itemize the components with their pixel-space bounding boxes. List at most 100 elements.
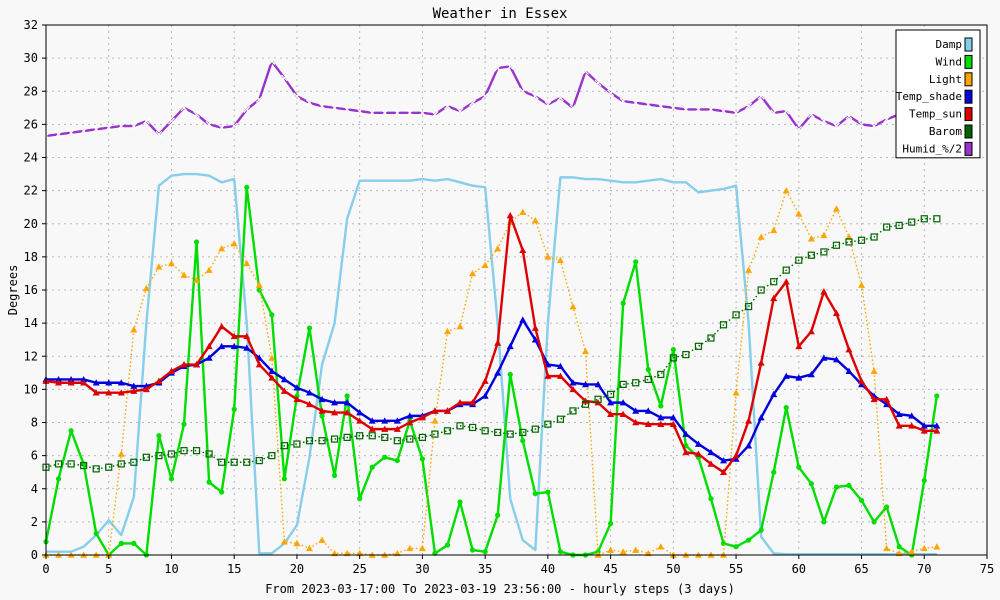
- data-point: [732, 311, 740, 319]
- data-point: [142, 117, 150, 125]
- x-tick-label: 20: [290, 562, 304, 576]
- data-point: [193, 276, 201, 283]
- data-point: [582, 67, 589, 75]
- data-point: [193, 361, 201, 368]
- data-point: [117, 389, 125, 396]
- data-point: [406, 109, 414, 117]
- data-point: [205, 342, 213, 350]
- data-point: [544, 253, 552, 260]
- data-point: [255, 96, 263, 103]
- data-point: [381, 433, 389, 442]
- data-point: [318, 395, 326, 403]
- data-point: [645, 366, 651, 373]
- data-point: [708, 496, 714, 502]
- data-point: [394, 457, 400, 464]
- y-tick-label: 16: [24, 283, 38, 297]
- data-point: [644, 375, 652, 384]
- data-point: [343, 399, 351, 406]
- data-point: [795, 342, 803, 350]
- x-tick-label: 70: [917, 562, 931, 576]
- data-point: [556, 415, 565, 423]
- data-point: [720, 457, 728, 464]
- data-point: [556, 362, 564, 369]
- data-point: [581, 400, 590, 408]
- data-point: [230, 342, 238, 350]
- data-point: [732, 389, 740, 396]
- data-point: [620, 300, 626, 306]
- data-point: [167, 367, 175, 374]
- data-point: [933, 422, 941, 429]
- data-point: [883, 115, 891, 123]
- data-point: [845, 233, 853, 240]
- data-point: [142, 385, 150, 393]
- data-point: [770, 109, 778, 117]
- data-point: [820, 231, 828, 239]
- data-point: [644, 101, 652, 108]
- data-point: [117, 379, 125, 386]
- data-point: [218, 342, 226, 350]
- data-point: [469, 399, 477, 406]
- data-point: [556, 256, 564, 263]
- x-tick-label: 25: [352, 562, 366, 576]
- y-tick-label: 8: [31, 416, 38, 430]
- data-point: [167, 450, 176, 458]
- data-point: [393, 109, 401, 117]
- data-point: [418, 433, 426, 442]
- data-point: [608, 520, 614, 527]
- data-point: [393, 425, 401, 432]
- data-point: [657, 420, 665, 427]
- data-point: [745, 417, 753, 424]
- data-point: [218, 245, 226, 252]
- data-point: [92, 125, 100, 133]
- data-point: [54, 460, 63, 468]
- data-point: [908, 218, 916, 226]
- legend-swatch: [964, 141, 973, 156]
- data-point: [707, 334, 715, 342]
- data-point: [281, 476, 287, 482]
- data-point: [243, 344, 251, 351]
- data-point: [192, 447, 201, 455]
- data-point: [218, 124, 226, 132]
- data-point: [268, 452, 276, 460]
- data-point: [494, 64, 502, 72]
- x-tick-label: 65: [854, 562, 868, 576]
- y-tick-label: 6: [31, 449, 38, 463]
- data-point: [280, 442, 288, 450]
- data-point: [694, 342, 703, 350]
- data-point: [142, 284, 150, 292]
- data-point: [343, 433, 351, 442]
- data-point: [381, 425, 389, 432]
- data-point: [356, 107, 364, 115]
- data-point: [306, 325, 313, 331]
- data-point: [846, 482, 852, 489]
- data-point: [896, 544, 902, 550]
- data-point: [305, 544, 313, 552]
- data-point: [682, 106, 690, 113]
- data-point: [757, 414, 765, 421]
- data-point: [381, 417, 389, 424]
- data-point: [205, 120, 213, 128]
- data-point: [870, 395, 878, 403]
- data-point: [356, 432, 364, 440]
- data-point: [469, 269, 477, 277]
- data-point: [544, 420, 552, 428]
- data-point: [594, 395, 602, 403]
- data-point: [795, 256, 803, 264]
- data-point: [55, 379, 63, 386]
- data-point: [105, 389, 113, 396]
- series-area: [42, 58, 941, 558]
- data-point: [318, 407, 326, 414]
- data-point: [908, 548, 916, 555]
- data-point: [369, 464, 375, 470]
- data-point: [206, 479, 212, 485]
- data-point: [243, 332, 251, 340]
- data-point: [657, 414, 665, 421]
- data-point: [269, 312, 275, 318]
- data-point: [619, 399, 627, 406]
- chart-title: Weather in Essex: [433, 6, 568, 22]
- data-point: [117, 450, 125, 457]
- data-point: [92, 465, 100, 473]
- data-point: [720, 540, 727, 547]
- data-point: [67, 379, 75, 386]
- data-point: [707, 448, 715, 456]
